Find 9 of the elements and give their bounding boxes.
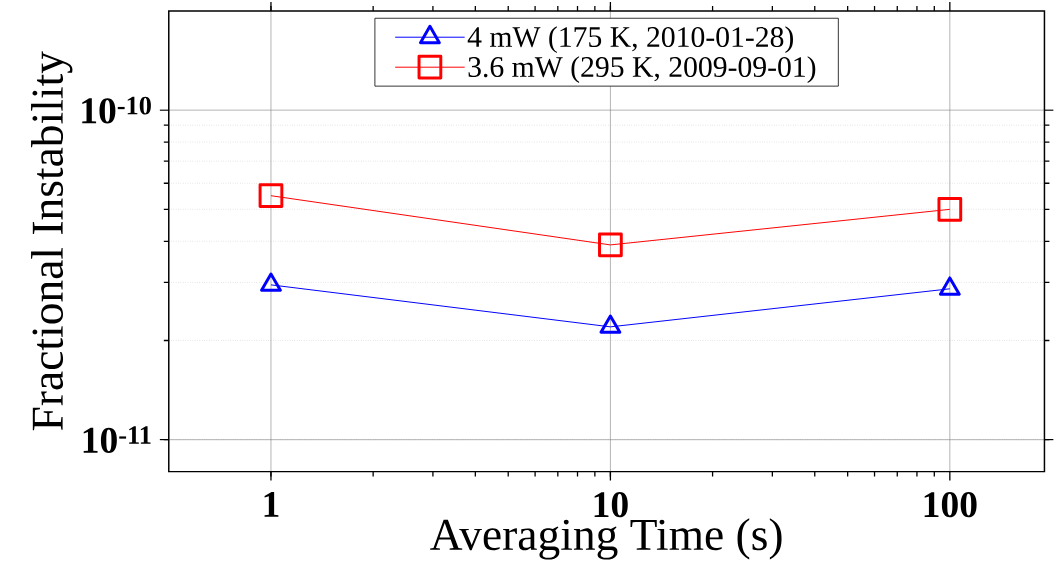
y-axis-title: Fractional Instability xyxy=(31,51,73,431)
x-tick-label: 10 xyxy=(594,492,628,518)
x-tick-label: 100 xyxy=(924,492,977,518)
y-tick-label: 10$^{-10}$ xyxy=(82,96,151,124)
y-tick-label: 10$^{-11}$ xyxy=(83,426,151,454)
legend-label: 4 mW (175 K, 2010-01-28) xyxy=(467,26,794,54)
legend-label: 3.6 mW (295 K, 2009-09-01) xyxy=(468,56,816,84)
x-tick-label: 1 xyxy=(264,492,279,517)
x-axis-title: Averaging Time (s) xyxy=(430,518,782,560)
